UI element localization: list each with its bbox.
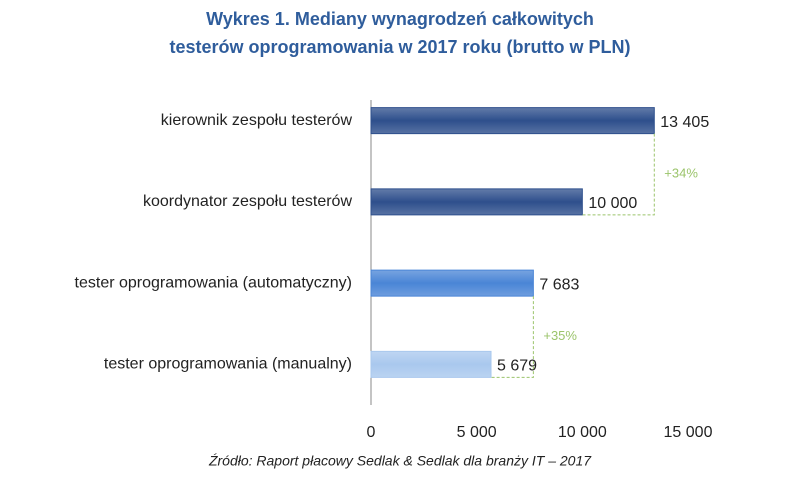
bar: [370, 188, 583, 216]
bar: [370, 350, 492, 378]
category-label: tester oprogramowania (automatyczny): [75, 274, 352, 291]
annotation-bracket: [582, 133, 655, 216]
annotation: +35%: [543, 328, 577, 343]
annotation: +34%: [664, 166, 698, 181]
annotation-bracket: [491, 296, 534, 378]
x-tick-label: 15 000: [664, 424, 713, 441]
value-label: 5 679: [497, 358, 537, 375]
chart-title: testerów oprogramowania w 2017 roku (bru…: [169, 37, 630, 57]
category-label: tester oprogramowania (manualny): [104, 356, 352, 373]
x-tick-label: 5 000: [457, 424, 497, 441]
x-tick-label: 10 000: [558, 424, 607, 441]
chart-title: Wykres 1. Mediany wynagrodzeń całkowityc…: [206, 9, 594, 29]
x-tick-label: 0: [367, 424, 376, 441]
category-label: koordynator zespołu testerów: [143, 193, 352, 210]
value-label: 7 683: [539, 276, 579, 293]
value-label: 10 000: [588, 195, 637, 212]
category-label: kierownik zespołu testerów: [161, 112, 353, 129]
source-note: Źródło: Raport płacowy Sedlak & Sedlak d…: [208, 453, 592, 469]
bar: [370, 107, 655, 135]
value-label: 13 405: [660, 114, 709, 131]
bar: [370, 269, 534, 297]
